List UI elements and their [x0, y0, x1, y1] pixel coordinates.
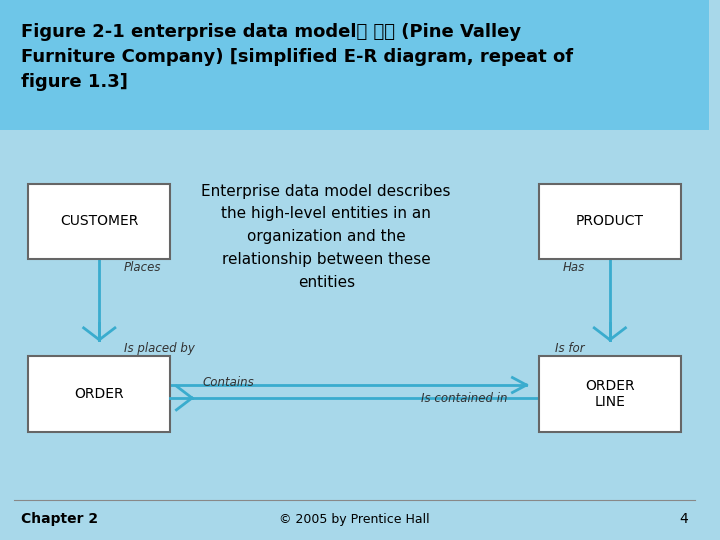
- Text: © 2005 by Prentice Hall: © 2005 by Prentice Hall: [279, 513, 430, 526]
- Bar: [0, 0, 709, 130]
- Text: PRODUCT: PRODUCT: [576, 214, 644, 228]
- Text: Is contained in: Is contained in: [420, 392, 507, 405]
- Text: ORDER
LINE: ORDER LINE: [585, 379, 634, 409]
- Text: Is for: Is for: [555, 342, 585, 355]
- Bar: [28, 184, 170, 259]
- Bar: [539, 184, 681, 259]
- Text: 4: 4: [679, 512, 688, 526]
- Text: ORDER: ORDER: [74, 387, 124, 401]
- Bar: [28, 356, 170, 432]
- Text: Places: Places: [124, 261, 161, 274]
- Text: Figure 2-1 enterprise data model의 부분 (Pine Valley
Furniture Company) [simplified: Figure 2-1 enterprise data model의 부분 (Pi…: [22, 23, 573, 91]
- Text: CUSTOMER: CUSTOMER: [60, 214, 138, 228]
- Text: Enterprise data model describes
the high-level entities in an
organization and t: Enterprise data model describes the high…: [202, 184, 451, 290]
- Text: Is placed by: Is placed by: [124, 342, 195, 355]
- Text: Contains: Contains: [202, 376, 254, 389]
- Bar: [539, 356, 681, 432]
- Text: Chapter 2: Chapter 2: [22, 512, 99, 526]
- Text: Has: Has: [563, 261, 585, 274]
